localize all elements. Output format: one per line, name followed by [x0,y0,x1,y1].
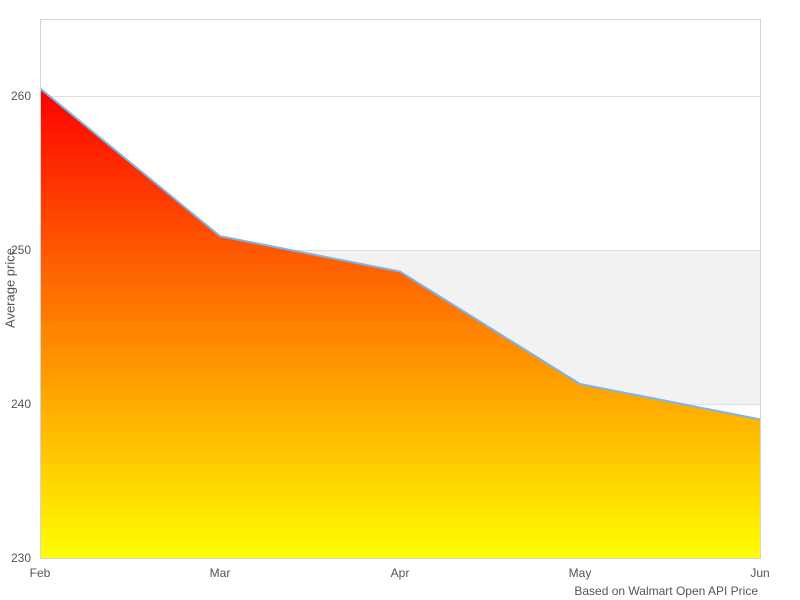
area-series-line [39,87,761,421]
area-series-fill [40,88,760,559]
plot-border [40,19,761,559]
